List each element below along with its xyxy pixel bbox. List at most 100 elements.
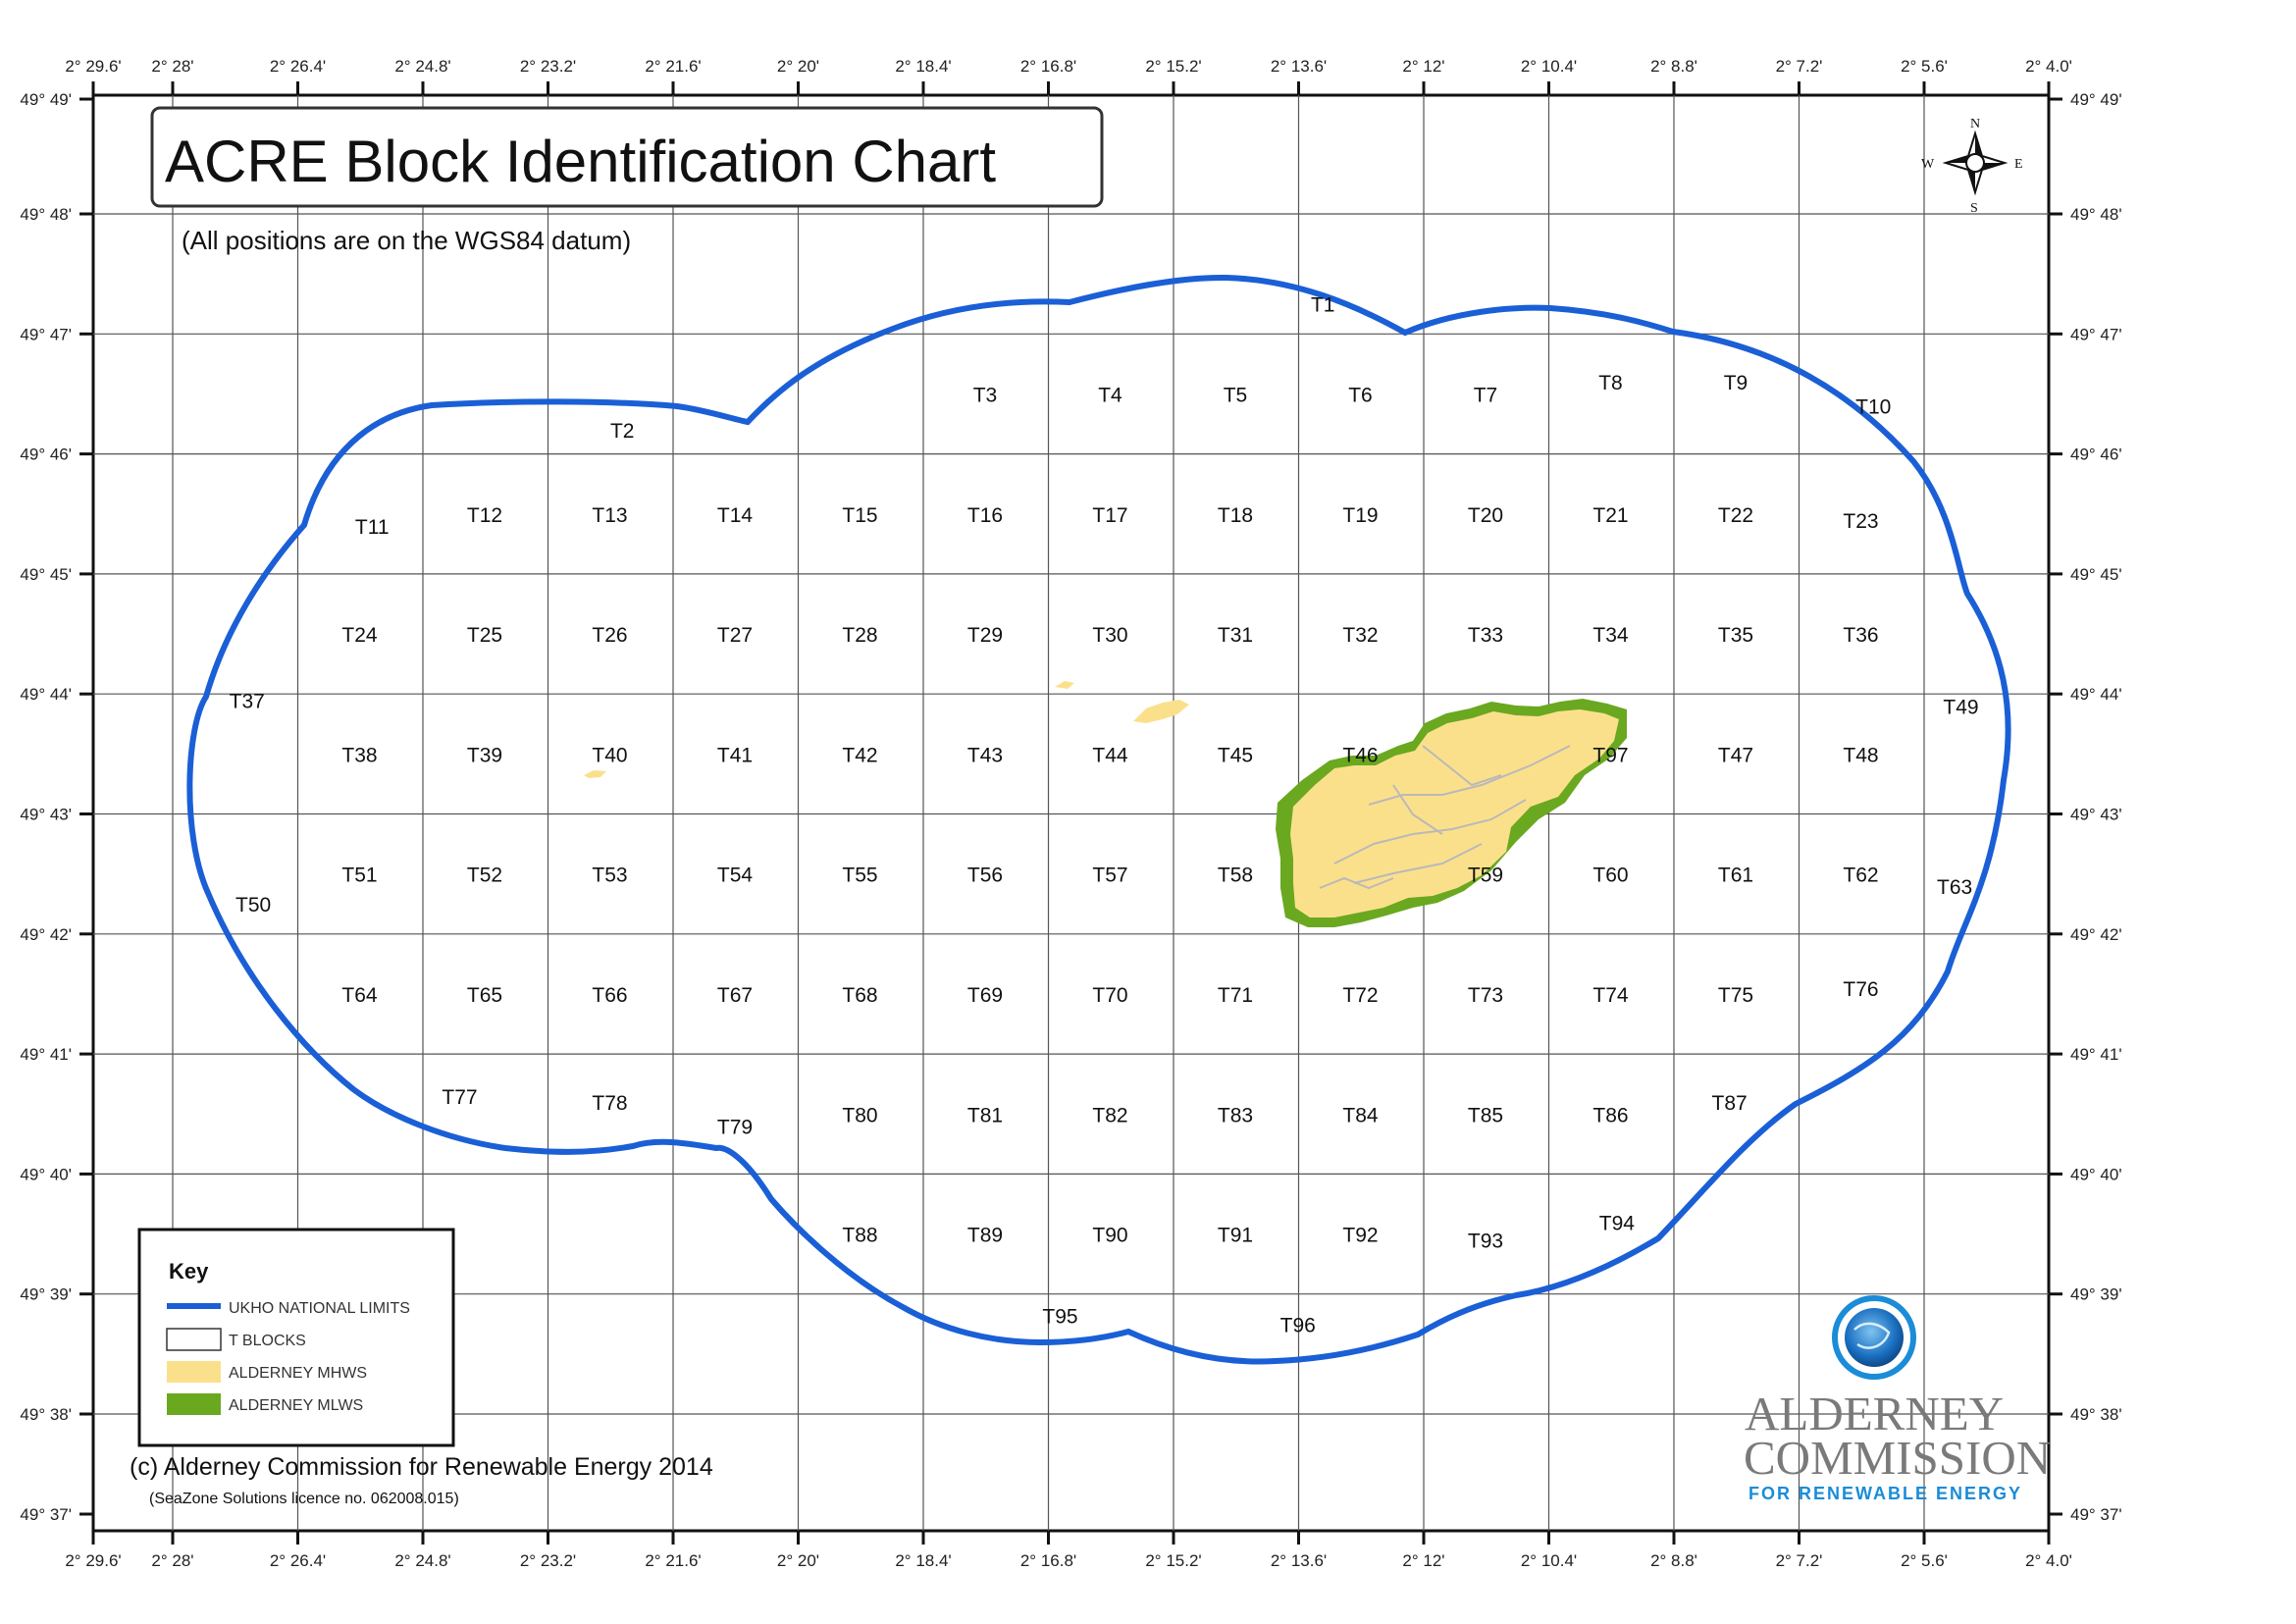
map-key: Key UKHO NATIONAL LIMITS T BLOCKS ALDERN… xyxy=(137,1228,455,1447)
licence-text: (SeaZone Solutions licence no. 062008.01… xyxy=(149,1491,459,1507)
block-label-t42: T42 xyxy=(842,744,877,766)
casquets-islet xyxy=(584,770,606,778)
block-label-t54: T54 xyxy=(717,864,754,887)
block-label-t56: T56 xyxy=(967,864,1003,887)
block-label-t37: T37 xyxy=(230,690,265,712)
compass-south: S xyxy=(1970,201,1978,216)
block-label-t11: T11 xyxy=(355,516,390,539)
logo-line-commission: COMMISSION xyxy=(1744,1431,2051,1485)
title-box: ACRE Block Identification Chart xyxy=(150,106,1104,208)
block-label-t20: T20 xyxy=(1468,504,1503,527)
longitude-label-top: 2° 24.8' xyxy=(394,57,450,76)
key-swatch-blocks xyxy=(166,1328,222,1351)
block-label-t53: T53 xyxy=(592,864,627,887)
block-label-t21: T21 xyxy=(1592,504,1628,527)
latitude-label-right: 49° 46' xyxy=(2070,445,2122,464)
logo-line-alderney: ALDERNEY xyxy=(1745,1387,2004,1441)
block-label-t36: T36 xyxy=(1843,624,1878,647)
latitude-label-right: 49° 48' xyxy=(2070,205,2122,224)
block-label-t48: T48 xyxy=(1843,744,1878,766)
longitude-label-bottom: 2° 12' xyxy=(1402,1551,1444,1570)
block-label-t5: T5 xyxy=(1224,384,1248,406)
longitude-label-top: 2° 15.2' xyxy=(1145,57,1201,76)
longitude-label-bottom: 2° 16.8' xyxy=(1020,1551,1076,1570)
block-label-t83: T83 xyxy=(1218,1104,1253,1126)
title-frame xyxy=(150,106,1104,208)
block-label-t30: T30 xyxy=(1092,624,1127,647)
longitude-label-bottom: 2° 18.4' xyxy=(895,1551,951,1570)
latitude-label-left: 49° 45' xyxy=(20,565,72,584)
block-label-t58: T58 xyxy=(1218,864,1253,887)
block-label-t25: T25 xyxy=(467,624,502,647)
block-label-t9: T9 xyxy=(1724,372,1748,394)
longitude-label-bottom: 2° 4.0' xyxy=(2025,1551,2072,1570)
longitude-label-bottom: 2° 8.8' xyxy=(1650,1551,1697,1570)
key-title: Key xyxy=(169,1259,209,1283)
latitude-label-left: 49° 43' xyxy=(20,806,72,824)
block-label-t39: T39 xyxy=(467,744,502,766)
datum-note: (All positions are on the WGS84 datum) xyxy=(182,226,631,255)
longitude-label-bottom: 2° 24.8' xyxy=(394,1551,450,1570)
longitude-label-top: 2° 5.6' xyxy=(1901,57,1948,76)
burhou-islet xyxy=(1133,700,1189,723)
longitude-label-bottom: 2° 10.4' xyxy=(1521,1551,1577,1570)
block-label-t55: T55 xyxy=(842,864,877,887)
latitude-label-right: 49° 42' xyxy=(2070,925,2122,944)
block-label-t67: T67 xyxy=(717,984,753,1007)
longitude-label-bottom: 2° 28' xyxy=(151,1551,193,1570)
block-label-t86: T86 xyxy=(1592,1104,1628,1126)
block-label-t74: T74 xyxy=(1592,984,1629,1007)
latitude-label-left: 49° 46' xyxy=(20,445,72,464)
block-label-t77: T77 xyxy=(442,1086,477,1109)
longitude-label-bottom: 2° 15.2' xyxy=(1145,1551,1201,1570)
longitude-label-bottom: 2° 7.2' xyxy=(1776,1551,1823,1570)
latitude-label-left: 49° 38' xyxy=(20,1405,72,1424)
latitude-label-right: 49° 47' xyxy=(2070,325,2122,343)
longitude-label-top: 2° 21.6' xyxy=(645,57,701,76)
block-label-t85: T85 xyxy=(1468,1104,1503,1126)
block-label-t76: T76 xyxy=(1843,978,1878,1001)
block-label-t68: T68 xyxy=(842,984,877,1007)
block-label-t12: T12 xyxy=(467,504,502,527)
block-label-t70: T70 xyxy=(1092,984,1127,1007)
compass-west: W xyxy=(1921,157,1935,172)
block-label-t34: T34 xyxy=(1592,624,1629,647)
longitude-label-bottom: 2° 20' xyxy=(777,1551,819,1570)
longitude-label-top: 2° 28' xyxy=(151,57,193,76)
key-label-mhws: ALDERNEY MHWS xyxy=(229,1365,367,1382)
latitude-label-right: 49° 45' xyxy=(2070,565,2122,584)
block-label-t1: T1 xyxy=(1311,294,1335,317)
key-label-blocks: T BLOCKS xyxy=(229,1333,306,1349)
longitude-label-top: 2° 7.2' xyxy=(1776,57,1823,76)
block-label-t71: T71 xyxy=(1218,984,1253,1007)
block-label-t49: T49 xyxy=(1943,696,1978,718)
longitude-label-top: 2° 23.2' xyxy=(520,57,576,76)
latitude-label-left: 49° 47' xyxy=(20,325,72,343)
latitude-label-left: 49° 48' xyxy=(20,205,72,224)
block-label-t64: T64 xyxy=(341,984,378,1007)
block-label-t60: T60 xyxy=(1592,864,1628,887)
block-label-t38: T38 xyxy=(341,744,377,766)
block-label-t46: T46 xyxy=(1342,744,1378,766)
block-label-t31: T31 xyxy=(1218,624,1253,647)
block-label-t95: T95 xyxy=(1042,1306,1077,1329)
longitude-label-bottom: 2° 13.6' xyxy=(1271,1551,1327,1570)
alderney-roads xyxy=(1319,745,1571,890)
block-label-t93: T93 xyxy=(1468,1231,1503,1253)
latitude-label-left: 49° 37' xyxy=(20,1505,72,1524)
block-label-t80: T80 xyxy=(842,1104,877,1126)
block-label-t17: T17 xyxy=(1092,504,1127,527)
longitude-label-bottom: 2° 23.2' xyxy=(520,1551,576,1570)
block-label-t81: T81 xyxy=(967,1104,1003,1126)
block-label-t96: T96 xyxy=(1280,1314,1316,1336)
block-label-t40: T40 xyxy=(592,744,627,766)
block-label-t65: T65 xyxy=(467,984,502,1007)
block-label-t59: T59 xyxy=(1468,864,1503,887)
block-label-t63: T63 xyxy=(1937,876,1972,899)
key-swatch-mlws xyxy=(167,1393,221,1415)
block-label-t87: T87 xyxy=(1712,1092,1748,1115)
block-label-t8: T8 xyxy=(1598,372,1623,394)
frame-ticks xyxy=(79,81,2062,1545)
ortac-islet xyxy=(1055,681,1074,689)
longitude-label-top: 2° 8.8' xyxy=(1650,57,1697,76)
